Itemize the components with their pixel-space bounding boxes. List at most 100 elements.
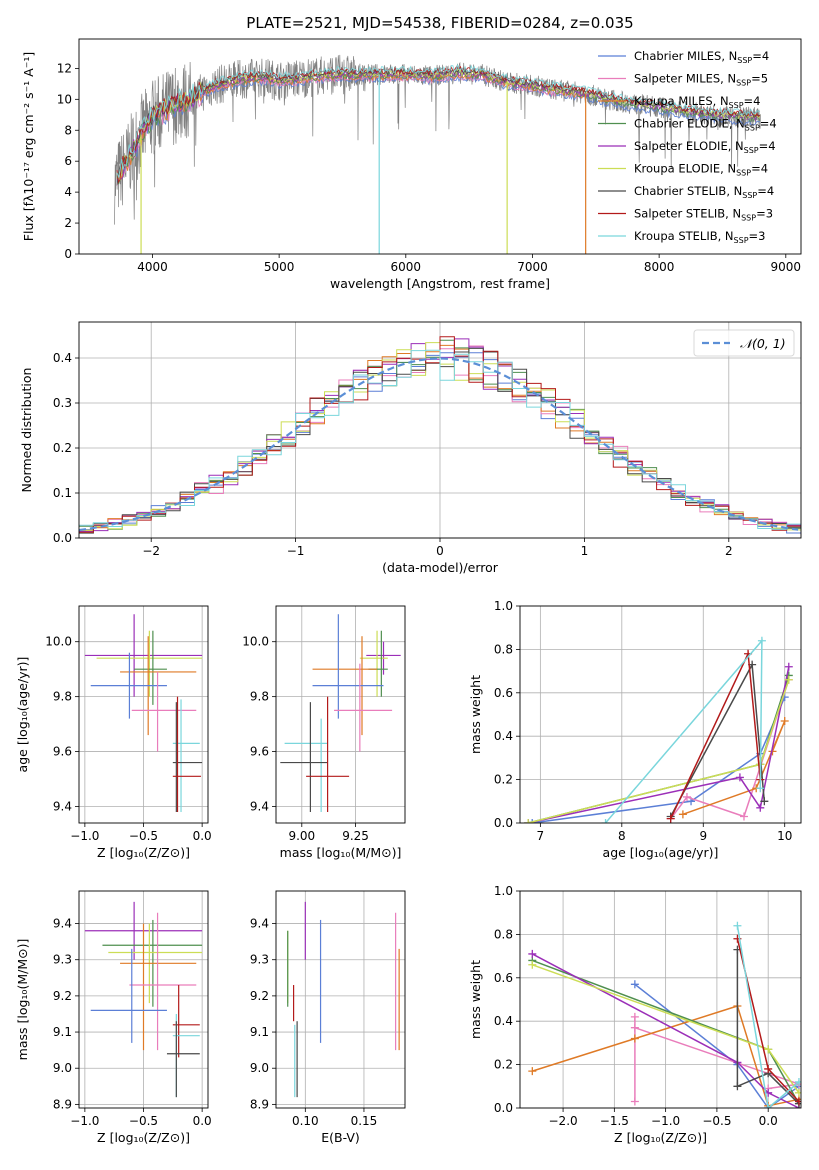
y-tick-label: 0.2 (494, 773, 513, 787)
y-tick-label: 10 (57, 92, 72, 106)
plot-age_vs_mass: 9.00 9.25 9.4 9.6 9.8 10.0 mass [log₁₀(M/M⊙)] (242, 605, 406, 860)
data-point (630, 1023, 639, 1032)
data-point (794, 1097, 801, 1106)
y-tick-label: 0.4 (494, 1014, 513, 1028)
plot-area (79, 336, 801, 535)
x-axis-label: (data-model)/error (382, 560, 499, 575)
data-point (630, 1097, 639, 1106)
plot-area (84, 901, 203, 1098)
plot-mass_weight_vs_age: 7 8 9 10 0.0 0.2 0.4 0.6 0.8 1.0 age [log₁₀(age/yr… (468, 599, 802, 860)
legend-box (693, 329, 795, 357)
plot-area (528, 921, 801, 1108)
axes-frame (275, 890, 406, 1109)
axes-frame (78, 890, 209, 1109)
grid (276, 606, 405, 823)
data-point (678, 810, 687, 819)
data-point (524, 819, 533, 823)
x-tick-label: −0.5 (129, 1114, 158, 1128)
x-tick-label: 9.25 (342, 829, 369, 843)
histogram-salpeter-stelib (79, 336, 801, 534)
model-line-salpeter-stelib (116, 65, 761, 184)
y-tick-label: 9.6 (53, 745, 72, 759)
axes-frame (275, 605, 406, 824)
legend-label: 𝒩(0, 1) (740, 336, 786, 351)
legend: 𝒩(0, 1) (693, 329, 795, 357)
y-axis-label: Normed distribution (19, 368, 34, 493)
data-point (764, 1045, 773, 1054)
y-tick-label: 9.4 (53, 917, 72, 931)
x-tick-label: −0.5 (702, 1114, 731, 1128)
y-tick-label: 8.9 (250, 1097, 269, 1111)
y-tick-label: 2 (64, 216, 72, 230)
legend-label: Kroupa STELIB, NSSP=3 (634, 229, 765, 245)
x-tick-label: 0.0 (193, 829, 212, 843)
data-point (601, 819, 610, 823)
plot-mass_weight_vs_Z: −2.0 −1.5 −1.0 −0.5 0.0 0.0 0.2 0.4 0.6 0.8 1.0 Z [… (468, 884, 802, 1145)
grid (79, 606, 208, 823)
y-tick-label: 9.4 (250, 800, 269, 814)
x-tick-label: −1 (287, 544, 305, 558)
y-tick-label: 0.0 (494, 1101, 513, 1115)
histogram-kroupa-elodie (79, 342, 801, 531)
y-tick-label: 0.0 (494, 816, 513, 830)
y-axis-label: age [log₁₀(age/yr)] (15, 657, 30, 773)
x-tick-label: 0 (436, 544, 444, 558)
legend-label: Chabrier STELIB, NSSP=4 (634, 184, 774, 200)
axes-frame (78, 605, 209, 824)
y-tick-label: 0.6 (494, 686, 513, 700)
x-tick-label: −1.5 (600, 1114, 629, 1128)
data-point (784, 675, 793, 684)
y-tick-label: 9.3 (250, 953, 269, 967)
x-axis-label: Z [log₁₀(Z/Z⊙)] (97, 1130, 190, 1145)
histogram-chabrier-stelib (79, 347, 801, 534)
axes-frame (78, 321, 802, 539)
x-tick-label: 1 (581, 544, 589, 558)
x-tick-label: 0.10 (292, 1114, 319, 1128)
y-axis-label: Flux [fλ10⁻¹⁷ erg cm⁻² s⁻¹ A⁻¹] (21, 52, 36, 241)
x-tick-label: 0.0 (193, 1114, 212, 1128)
plot-residuals: −2 −1 0 1 2 0.0 0.1 0.2 0.3 0.4 (data-model)/error… (19, 321, 802, 575)
x-tick-label: 9.00 (288, 829, 315, 843)
y-tick-label: 0.2 (53, 441, 72, 455)
y-tick-label: 6 (64, 154, 72, 168)
x-tick-label: 5000 (264, 260, 295, 274)
x-tick-label: −2 (142, 544, 160, 558)
x-tick-label: 9 (699, 829, 707, 843)
y-tick-label: 0.8 (494, 642, 513, 656)
y-tick-label: 9.1 (250, 1025, 269, 1039)
legend-label: Salpeter MILES, NSSP=5 (634, 72, 768, 88)
y-axis-label: mass [log₁₀(M/M⊙)] (15, 939, 30, 1061)
legend-label: Kroupa ELODIE, NSSP=4 (634, 162, 768, 178)
y-tick-label: 0.1 (53, 486, 72, 500)
axes-frame (519, 605, 802, 824)
y-tick-label: 9.4 (250, 917, 269, 931)
data-point (630, 980, 639, 989)
y-tick-label: 1.0 (494, 884, 513, 898)
x-tick-label: −2.0 (549, 1114, 578, 1128)
x-tick-label: −1.0 (70, 829, 99, 843)
y-tick-label: 0.6 (494, 971, 513, 985)
normal-curve (79, 357, 799, 532)
legend-label: Kroupa MILES, NSSP=4 (634, 94, 760, 110)
data-point (528, 949, 537, 958)
data-point (764, 1104, 773, 1108)
data-point (666, 814, 675, 823)
x-axis-label: E(B-V) (321, 1130, 360, 1145)
series-line-salpeter-elodie (527, 666, 790, 823)
y-tick-label: 1.0 (494, 599, 513, 613)
y-tick-label: 9.6 (250, 745, 269, 759)
y-tick-label: 8.9 (53, 1097, 72, 1111)
legend-label: Chabrier MILES, NSSP=4 (634, 49, 769, 65)
y-tick-label: 9.0 (250, 1061, 269, 1075)
x-tick-label: 10 (777, 829, 792, 843)
x-tick-label: 6000 (391, 260, 422, 274)
series-line-chabrier-stelib (736, 949, 800, 1105)
series-line-chabrier-miles (634, 983, 800, 1108)
data-point (756, 784, 765, 793)
x-tick-label: 0.15 (351, 1114, 378, 1128)
x-axis-label: Z [log₁₀(Z/Z⊙)] (614, 1130, 707, 1145)
plot-spectrum: 4000 5000 6000 7000 8000 9000 0 2 4 6 8 10 12 wavelen… (21, 38, 802, 291)
data-point (757, 636, 766, 645)
y-tick-label: 9.8 (250, 690, 269, 704)
